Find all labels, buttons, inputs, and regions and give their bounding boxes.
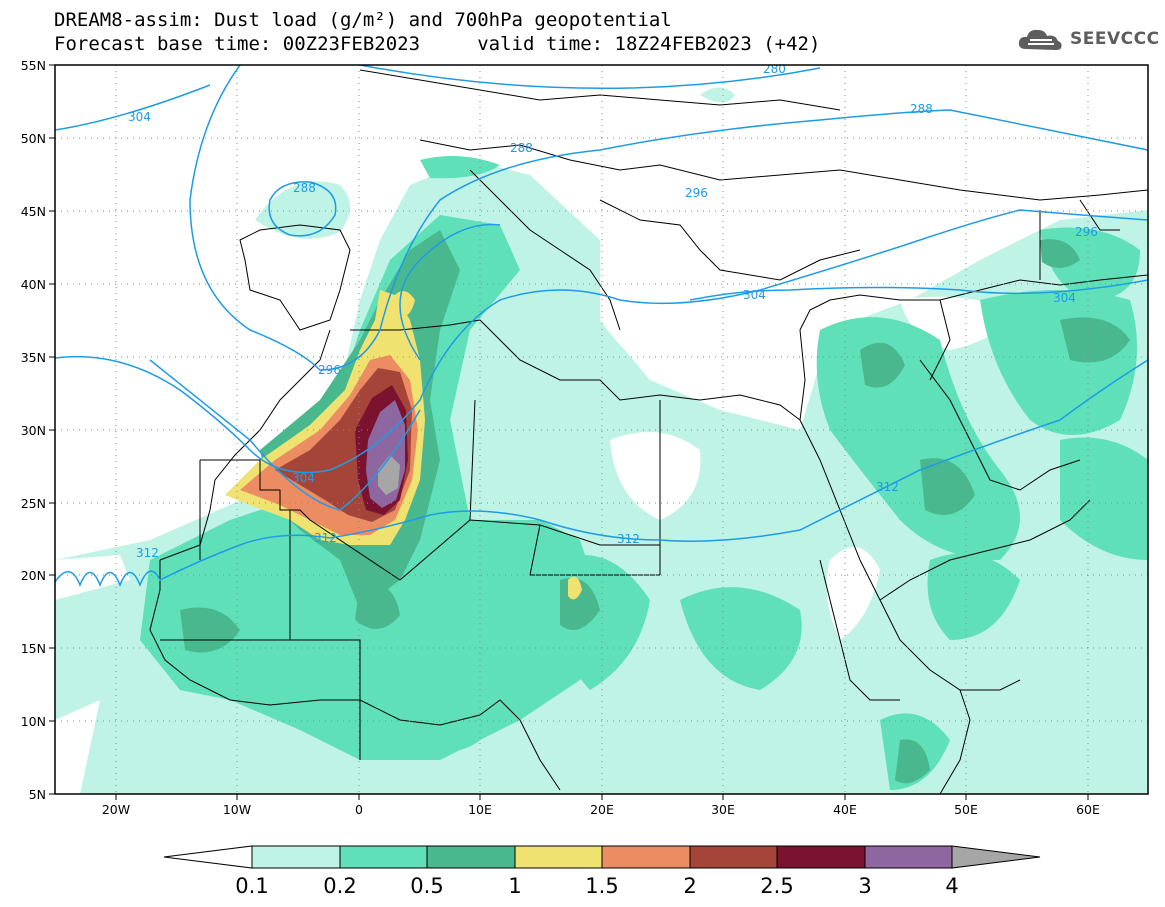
lon-label: 50E xyxy=(954,802,978,817)
colorbar-label: 2 xyxy=(683,874,696,898)
lon-label: 60E xyxy=(1076,802,1100,817)
colorbar-label: 1 xyxy=(508,874,521,898)
lon-label: 30E xyxy=(711,802,735,817)
lat-label: 45N xyxy=(21,204,46,219)
colorbar-label: 3 xyxy=(858,874,871,898)
geopotential-contours xyxy=(55,65,1148,588)
colorbar-swatch xyxy=(426,845,516,869)
contour-label-312a: 312 xyxy=(136,546,159,560)
lon-label: 10E xyxy=(468,802,492,817)
colorbar-label: 1.5 xyxy=(585,874,618,898)
contour-label-288c: 288 xyxy=(910,102,933,116)
colorbar-swatch xyxy=(514,845,603,869)
colorbar-label: 4 xyxy=(945,874,958,898)
contour-label-296b: 296 xyxy=(685,186,708,200)
colorbar-labels: 0.1 0.2 0.5 1 1.5 2 2.5 3 4 xyxy=(235,874,958,898)
contour-label-312d: 312 xyxy=(876,480,899,494)
colorbar: 0.1 0.2 0.5 1 1.5 2 2.5 3 4 xyxy=(163,845,1041,898)
map-subtitle: Forecast base time: 00Z23FEB2023 valid t… xyxy=(54,33,821,55)
colorbar-swatch xyxy=(251,845,341,869)
colorbar-swatch xyxy=(776,845,866,869)
map-title: DREAM8-assim: Dust load (g/m²) and 700hP… xyxy=(54,9,672,31)
map-area: 280 288 288 288 296 296 296 304 304 304 … xyxy=(55,62,1148,794)
lon-label: 0 xyxy=(355,802,363,817)
colorbar-under-triangle xyxy=(163,845,253,869)
longitude-labels: 20W 10W 0 10E 20E 30E 40E 50E 60E xyxy=(102,802,1100,817)
contour-label-304c: 304 xyxy=(743,288,766,302)
lat-label: 30N xyxy=(21,423,46,438)
contour-label-304b: 304 xyxy=(292,471,315,485)
contour-label-288a: 288 xyxy=(510,141,533,155)
colorbar-over-triangle xyxy=(951,845,1041,869)
lat-label: 50N xyxy=(21,131,46,146)
lat-label: 20N xyxy=(21,568,46,583)
lon-label: 20W xyxy=(102,802,130,817)
contour-label-312b: 312 xyxy=(314,531,337,545)
axis-ticks xyxy=(49,64,1089,800)
lat-label: 55N xyxy=(21,58,46,73)
colorbar-label: 0.5 xyxy=(410,874,443,898)
contour-label-296a: 296 xyxy=(318,363,341,377)
lon-label: 40E xyxy=(833,802,857,817)
lat-label: 15N xyxy=(21,641,46,656)
colorbar-swatch xyxy=(864,845,953,869)
colorbar-label: 0.2 xyxy=(323,874,356,898)
contour-labels: 280 288 288 288 296 296 296 304 304 304 … xyxy=(128,62,1098,560)
lat-label: 10N xyxy=(21,714,46,729)
lat-label: 5N xyxy=(29,787,46,802)
lat-label: 40N xyxy=(21,277,46,292)
lat-label: 35N xyxy=(21,350,46,365)
contour-label-304a: 304 xyxy=(128,110,151,124)
contour-label-304d: 304 xyxy=(1053,291,1076,305)
contour-label-296c: 296 xyxy=(1075,225,1098,239)
lon-label: 10W xyxy=(223,802,251,817)
colorbar-swatch xyxy=(689,845,778,869)
graticule xyxy=(55,65,1148,794)
cloud-icon xyxy=(1018,29,1062,50)
seevccc-logo: SEEVCCC xyxy=(1016,24,1160,54)
colorbar-label: 0.1 xyxy=(235,874,268,898)
contour-label-312c: 312 xyxy=(617,532,640,546)
latitude-labels: 55N 50N 45N 40N 35N 30N 25N 20N 15N 10N … xyxy=(21,58,46,802)
colorbar-swatch xyxy=(601,845,691,869)
dust-free-areas xyxy=(55,296,1010,794)
logo-text: SEEVCCC xyxy=(1070,29,1160,49)
contour-label-288b: 288 xyxy=(293,181,316,195)
colorbar-swatch xyxy=(339,845,428,869)
lat-label: 25N xyxy=(21,496,46,511)
colorbar-label: 2.5 xyxy=(760,874,793,898)
contour-label-280: 280 xyxy=(763,62,786,76)
lon-label: 20E xyxy=(590,802,614,817)
